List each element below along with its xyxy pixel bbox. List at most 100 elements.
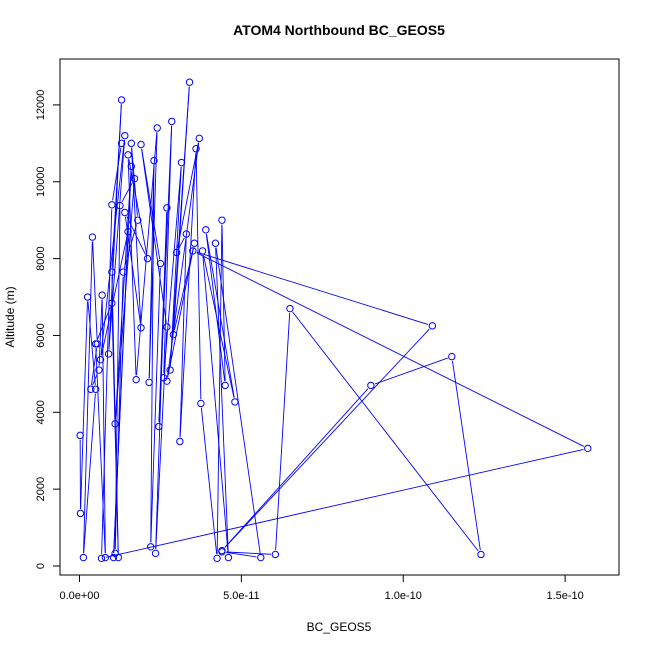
- data-point: [145, 378, 153, 387]
- data-point: [477, 550, 485, 559]
- series-line-segment: [224, 388, 369, 548]
- data-point: [124, 228, 132, 236]
- series-line-segment: [196, 251, 429, 325]
- data-point: [104, 350, 113, 358]
- data-point: [95, 366, 103, 374]
- series-line-segment: [127, 159, 137, 376]
- series-line-segment: [179, 153, 197, 438]
- series-line-segment: [177, 142, 199, 249]
- data-point: [213, 554, 221, 563]
- data-point: [151, 549, 160, 558]
- data-point: [177, 158, 186, 167]
- data-point: [121, 208, 129, 217]
- series-line-segment: [292, 311, 479, 552]
- y-tick-label: 0: [35, 563, 47, 569]
- y-tick-label: 10000: [35, 166, 47, 197]
- series-line-segment: [202, 255, 229, 554]
- data-point: [108, 201, 116, 209]
- data-point: [101, 553, 110, 562]
- series-line-segment: [195, 153, 202, 400]
- data-point: [231, 398, 239, 406]
- data-point: [168, 117, 176, 126]
- data-point: [88, 233, 97, 241]
- data-point: [111, 549, 119, 558]
- data-point: [166, 366, 174, 374]
- series-line-segment: [101, 235, 128, 356]
- series-line-segment: [226, 551, 271, 555]
- x-axis: 0.0e+00 5.0e-11 1.0e-10 1.5e-10: [59, 574, 584, 602]
- series-line-segment: [141, 148, 167, 323]
- y-tick-label: 4000: [35, 400, 47, 424]
- data-point: [286, 304, 294, 313]
- series-line-segment: [83, 241, 93, 554]
- y-axis: 0 2000 4000 6000 8000 10000 12000: [35, 90, 61, 569]
- y-axis-label: Altitude (m): [3, 286, 17, 347]
- series-line-segment: [111, 276, 119, 554]
- data-point: [87, 385, 95, 393]
- data-point: [134, 216, 142, 224]
- y-tick-label: 12000: [35, 90, 47, 121]
- series-line-segment: [121, 182, 133, 202]
- series-line-segment: [101, 209, 113, 554]
- data-point: [121, 131, 129, 140]
- x-tick-label: 0.0e+00: [59, 590, 99, 602]
- x-tick-label: 1.5e-10: [546, 590, 583, 602]
- data-point: [147, 543, 155, 551]
- series-line-segment: [215, 247, 229, 554]
- series-line-segment: [163, 166, 182, 374]
- data-point: [109, 553, 118, 562]
- series-line-segment: [150, 267, 161, 543]
- data-point: [172, 248, 181, 257]
- chart-title: ATOM4 Northbound BC_GEOS5: [233, 22, 445, 38]
- series-line-segment: [226, 551, 257, 558]
- data-point: [584, 444, 592, 453]
- data-point: [96, 355, 105, 364]
- data-point: [97, 554, 106, 563]
- data-point: [76, 431, 84, 440]
- data-point: [202, 226, 210, 234]
- data-point: [189, 247, 197, 255]
- series-line-segment: [206, 234, 235, 398]
- x-tick-label: 5.0e-11: [223, 590, 260, 602]
- series-line-segment: [92, 373, 98, 386]
- series-line-segment: [163, 125, 173, 374]
- series-line-segment: [126, 216, 146, 255]
- data-point: [143, 254, 152, 263]
- data-point: [197, 399, 205, 408]
- y-tick-label: 8000: [35, 246, 47, 270]
- series-line-segment: [105, 448, 584, 558]
- data-point: [117, 139, 126, 148]
- data-point: [130, 174, 139, 183]
- data-point: [185, 78, 194, 86]
- series-line-segment: [179, 238, 187, 438]
- data-point: [163, 323, 171, 331]
- data-point: [211, 239, 220, 247]
- series-line-segment: [173, 86, 190, 331]
- data-point: [182, 230, 191, 238]
- data-point: [218, 216, 226, 224]
- y-tick-label: 6000: [35, 323, 47, 347]
- series-line-segment: [128, 159, 148, 255]
- data-point: [98, 291, 106, 299]
- data-point: [111, 420, 119, 428]
- series-line-segment: [374, 357, 448, 385]
- data-point: [76, 509, 85, 518]
- data-point: [119, 268, 127, 276]
- data-point: [169, 330, 178, 339]
- data-point: [192, 145, 200, 153]
- series-line-segment: [87, 301, 96, 385]
- data-point: [127, 162, 136, 171]
- series-line-segment: [112, 147, 122, 201]
- data-point: [224, 553, 233, 562]
- data-point: [448, 352, 456, 361]
- data-point: [124, 151, 132, 159]
- data-point: [163, 204, 171, 212]
- series-line-segment: [224, 328, 430, 548]
- data-point: [127, 139, 136, 148]
- series-line-segment: [169, 166, 182, 366]
- data-point: [156, 259, 165, 268]
- data-point: [108, 268, 116, 276]
- data-point: [198, 247, 207, 255]
